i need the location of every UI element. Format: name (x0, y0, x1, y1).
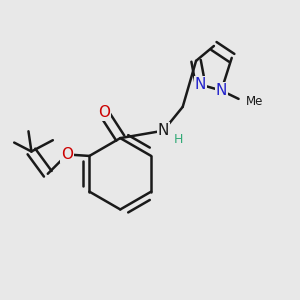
Text: H: H (174, 133, 184, 146)
Text: O: O (61, 147, 73, 162)
Text: O: O (98, 105, 110, 120)
Text: N: N (216, 83, 227, 98)
Text: N: N (158, 123, 169, 138)
Text: N: N (195, 77, 206, 92)
Text: Me: Me (246, 95, 263, 108)
